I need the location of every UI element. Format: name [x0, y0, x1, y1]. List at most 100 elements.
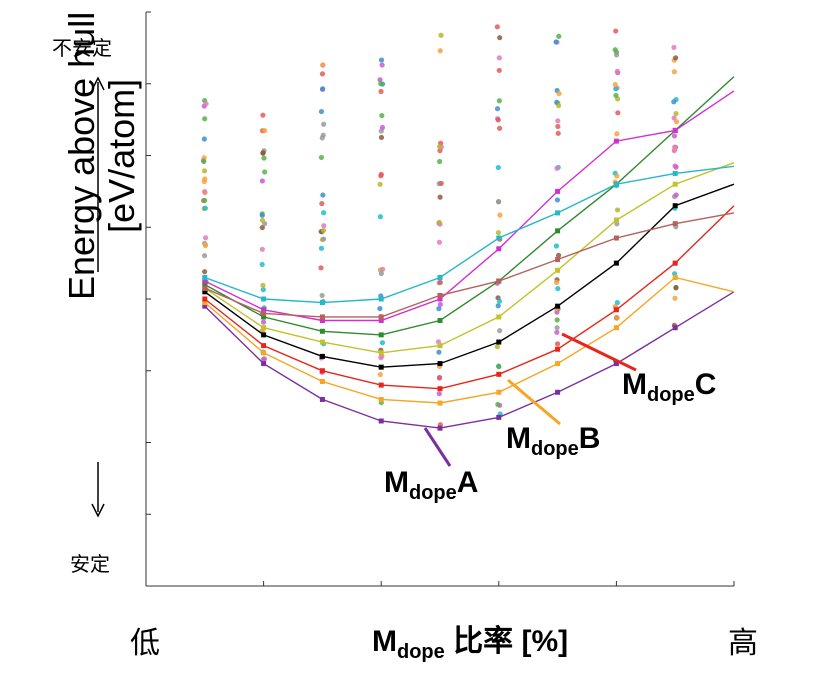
y-down-arrowhead [91, 503, 105, 518]
scatter-point [259, 224, 265, 231]
scatter-point [261, 356, 267, 362]
series-marker [437, 343, 443, 349]
series-marker [202, 285, 208, 291]
scatter-point [202, 235, 209, 241]
scatter-point [436, 391, 442, 397]
scatter-point [202, 205, 208, 211]
series-marker [672, 181, 678, 187]
scatter-point [377, 77, 383, 83]
scatter-point [673, 164, 679, 170]
scatter-point [496, 198, 502, 205]
series-marker [378, 314, 384, 320]
series-marker [261, 314, 267, 320]
series-marker [319, 328, 325, 334]
y-top-label: 不安定 [52, 36, 112, 60]
series-marker [319, 368, 325, 374]
scatter-point [262, 128, 268, 134]
scatter-point [321, 223, 327, 229]
scatter-point [553, 39, 559, 45]
series-marker [437, 296, 443, 302]
scatter-point [671, 271, 678, 277]
scatter-point [555, 118, 561, 124]
scatter-point [554, 341, 561, 347]
scatter-point [554, 325, 560, 331]
series-marker [672, 274, 678, 280]
scatter-point [318, 265, 324, 271]
scatter-point [614, 131, 620, 137]
scatter-point [318, 245, 325, 251]
series-marker [613, 181, 619, 187]
x-high-label: 高 [728, 626, 758, 661]
scatter-point [202, 269, 208, 275]
scatter-point [554, 309, 560, 315]
series-marker [378, 296, 384, 302]
scatter-point [436, 219, 442, 225]
series-marker [437, 274, 443, 280]
scatter-point [614, 300, 620, 306]
series-line [204, 162, 735, 354]
scatter-point [556, 91, 562, 97]
scatter-point [259, 217, 266, 223]
series-label-b-main: M [506, 422, 531, 455]
scatter-point [259, 178, 265, 184]
series-marker [496, 389, 502, 395]
series-label-a-sub: dope [409, 482, 457, 504]
callout-mdopeB [507, 378, 561, 426]
scatter-point [494, 344, 500, 350]
scatter-point [555, 286, 561, 292]
series-marker [202, 296, 208, 302]
scatter-point [613, 92, 619, 99]
scatter-point [496, 55, 502, 61]
scatter-point [377, 305, 383, 312]
scatter-point [378, 57, 385, 63]
series-marker [261, 307, 267, 313]
scatter-point [554, 197, 561, 203]
scatter-point [319, 292, 325, 299]
series-lines [202, 76, 735, 431]
scatter-point [259, 261, 265, 268]
scatter-point [319, 135, 325, 141]
series-marker [378, 350, 384, 356]
scatter-point [380, 266, 386, 272]
callout-mdopeC [561, 332, 637, 372]
scatter-point [436, 144, 443, 150]
series-marker [555, 188, 561, 194]
series-marker [613, 361, 619, 367]
scatter-point [321, 121, 327, 127]
series-marker [437, 361, 443, 367]
scatter-point [496, 98, 502, 104]
x-axis-label-main: M [372, 625, 397, 658]
series-line [204, 183, 735, 368]
scatter-point [555, 252, 562, 258]
scatter-point [260, 319, 267, 325]
scatter-point [202, 188, 208, 195]
series-label-a-tail: A [456, 466, 479, 499]
scatter-point [436, 349, 442, 355]
series-marker [613, 217, 619, 223]
scatter-point [672, 295, 678, 301]
scatter-point [612, 82, 618, 88]
scatter-point [496, 125, 503, 131]
scatter-point [673, 110, 679, 117]
scatter-point [612, 47, 618, 53]
series-line [204, 90, 735, 322]
series-marker [319, 353, 325, 359]
series-marker [437, 400, 443, 406]
series-marker [613, 325, 619, 331]
scatter-point [378, 81, 384, 87]
scatter-point [379, 112, 385, 119]
series-marker [437, 292, 443, 298]
series-marker [672, 170, 678, 176]
series-line [204, 276, 735, 404]
series-label-mdopeB: MdopeB [506, 422, 600, 461]
series-marker [672, 260, 678, 266]
series-marker [672, 127, 678, 133]
scatter-point [673, 55, 679, 61]
x-low-label: 低 [130, 626, 160, 661]
scatter-point [494, 106, 501, 112]
series-marker [496, 414, 502, 420]
series-marker [261, 343, 267, 349]
scatter-point [613, 52, 620, 58]
series-marker [261, 361, 267, 367]
scatter-point [318, 154, 325, 161]
